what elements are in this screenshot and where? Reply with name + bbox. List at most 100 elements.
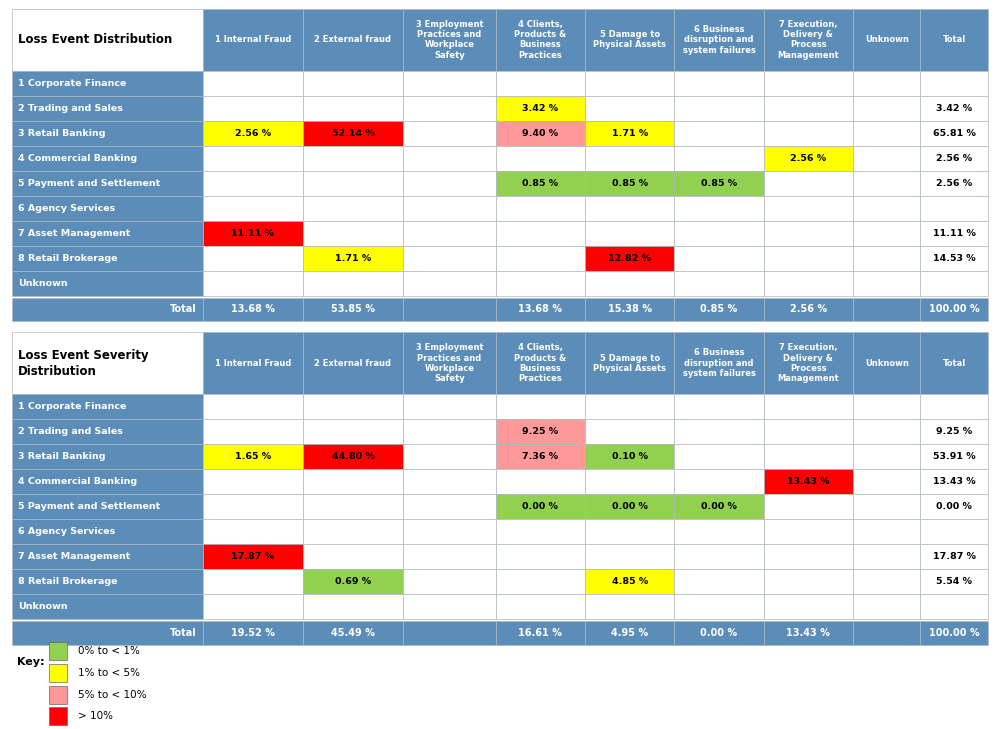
Bar bbox=[49, 707, 67, 725]
Bar bbox=[203, 494, 303, 520]
Bar bbox=[403, 196, 496, 221]
Bar bbox=[303, 445, 403, 469]
Bar bbox=[496, 171, 585, 196]
Text: 9.25 %: 9.25 % bbox=[936, 427, 972, 437]
Text: 6 Business
disruption and
system failures: 6 Business disruption and system failure… bbox=[683, 348, 755, 378]
Text: 7 Execution,
Delivery &
Process
Management: 7 Execution, Delivery & Process Manageme… bbox=[777, 20, 839, 60]
Text: 13.68 %: 13.68 % bbox=[518, 304, 562, 314]
Bar bbox=[674, 445, 764, 469]
Text: 3 Retail Banking: 3 Retail Banking bbox=[18, 129, 105, 138]
Bar bbox=[303, 121, 403, 146]
Bar bbox=[496, 121, 585, 146]
Bar bbox=[403, 146, 496, 171]
Text: 53.91 %: 53.91 % bbox=[933, 453, 976, 461]
Bar bbox=[920, 494, 988, 520]
Bar bbox=[12, 445, 203, 469]
Bar bbox=[303, 332, 403, 394]
Text: 14.53 %: 14.53 % bbox=[933, 254, 976, 263]
Bar bbox=[12, 297, 203, 321]
Bar bbox=[764, 196, 853, 221]
Text: 1.71 %: 1.71 % bbox=[612, 129, 648, 138]
Bar bbox=[12, 594, 203, 620]
Bar bbox=[853, 520, 920, 545]
Bar bbox=[303, 196, 403, 221]
Text: 7.36 %: 7.36 % bbox=[522, 453, 558, 461]
Bar bbox=[853, 221, 920, 246]
Bar bbox=[203, 121, 303, 146]
Text: 9.25 %: 9.25 % bbox=[522, 427, 558, 437]
Bar bbox=[585, 520, 674, 545]
Bar bbox=[674, 9, 764, 71]
Text: 13.43 %: 13.43 % bbox=[786, 628, 830, 638]
Bar bbox=[303, 394, 403, 419]
Bar bbox=[920, 146, 988, 171]
Bar bbox=[920, 171, 988, 196]
Text: 0.00 %: 0.00 % bbox=[700, 628, 738, 638]
Bar bbox=[920, 469, 988, 494]
Bar bbox=[496, 445, 585, 469]
Text: 1 Internal Fraud: 1 Internal Fraud bbox=[215, 35, 291, 44]
Bar bbox=[585, 494, 674, 520]
Bar bbox=[764, 297, 853, 321]
Text: 1 Corporate Finance: 1 Corporate Finance bbox=[18, 402, 126, 411]
Bar bbox=[764, 9, 853, 71]
Text: 0.00 %: 0.00 % bbox=[936, 502, 972, 512]
Bar bbox=[674, 621, 764, 644]
Bar bbox=[674, 332, 764, 394]
Bar bbox=[496, 621, 585, 644]
Bar bbox=[853, 494, 920, 520]
Text: 0.85 %: 0.85 % bbox=[612, 179, 648, 188]
Bar bbox=[12, 494, 203, 520]
Text: 2.56 %: 2.56 % bbox=[235, 129, 271, 138]
Bar bbox=[203, 594, 303, 620]
Text: 2.56 %: 2.56 % bbox=[936, 179, 972, 188]
Bar bbox=[585, 271, 674, 296]
Bar bbox=[920, 9, 988, 71]
Bar bbox=[853, 271, 920, 296]
Bar bbox=[920, 246, 988, 271]
Bar bbox=[12, 271, 203, 296]
Bar bbox=[853, 9, 920, 71]
Bar bbox=[585, 297, 674, 321]
Text: 0.85 %: 0.85 % bbox=[522, 179, 558, 188]
Bar bbox=[496, 71, 585, 95]
Bar bbox=[403, 394, 496, 419]
Text: 0.00 %: 0.00 % bbox=[701, 502, 737, 512]
Text: 0.69 %: 0.69 % bbox=[335, 577, 371, 587]
Bar bbox=[920, 297, 988, 321]
Text: 7 Asset Management: 7 Asset Management bbox=[18, 553, 130, 561]
Bar bbox=[585, 469, 674, 494]
Bar bbox=[585, 332, 674, 394]
Text: 13.43 %: 13.43 % bbox=[787, 477, 830, 486]
Bar bbox=[920, 71, 988, 95]
Text: 0.85 %: 0.85 % bbox=[701, 179, 737, 188]
Bar bbox=[764, 171, 853, 196]
Bar bbox=[496, 469, 585, 494]
Bar bbox=[764, 469, 853, 494]
Bar bbox=[303, 95, 403, 121]
Bar bbox=[853, 95, 920, 121]
Bar bbox=[853, 246, 920, 271]
Bar bbox=[585, 221, 674, 246]
Bar bbox=[853, 594, 920, 620]
Bar bbox=[496, 95, 585, 121]
Text: 44.80 %: 44.80 % bbox=[332, 453, 374, 461]
Bar bbox=[585, 95, 674, 121]
Bar bbox=[920, 271, 988, 296]
Bar bbox=[920, 594, 988, 620]
Bar bbox=[764, 520, 853, 545]
Bar bbox=[920, 569, 988, 594]
Bar bbox=[496, 569, 585, 594]
Bar bbox=[12, 146, 203, 171]
Bar bbox=[585, 445, 674, 469]
Bar bbox=[203, 146, 303, 171]
Bar bbox=[674, 221, 764, 246]
Bar bbox=[853, 545, 920, 569]
Bar bbox=[585, 394, 674, 419]
Bar bbox=[674, 469, 764, 494]
Text: 9.40 %: 9.40 % bbox=[522, 129, 558, 138]
Bar bbox=[203, 621, 303, 644]
Bar bbox=[403, 9, 496, 71]
Bar bbox=[853, 171, 920, 196]
Bar bbox=[203, 545, 303, 569]
